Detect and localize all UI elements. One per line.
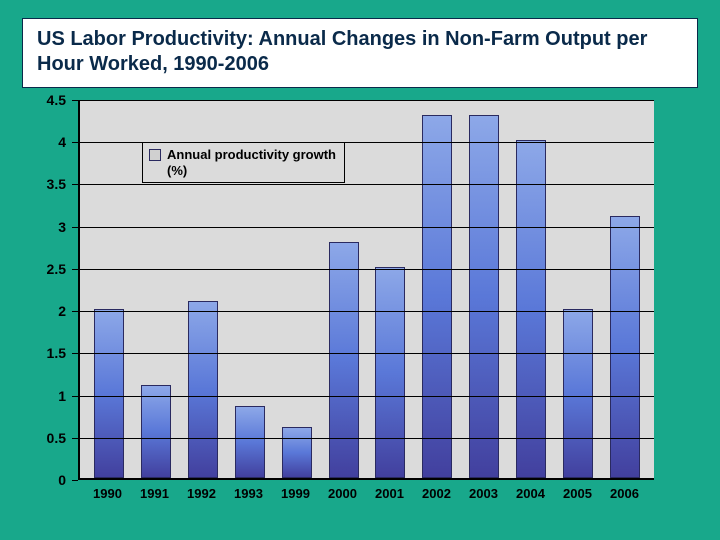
bar xyxy=(235,406,265,478)
x-tick-label: 2005 xyxy=(563,486,593,501)
y-tick-label: 2.5 xyxy=(47,261,66,277)
y-tick-label: 1 xyxy=(58,388,66,404)
bar-chart: 00.511.522.533.544.5 Annual productivity… xyxy=(32,100,672,520)
gridline xyxy=(80,142,654,143)
y-tick-label: 3.5 xyxy=(47,176,66,192)
x-tick-label: 2004 xyxy=(516,486,546,501)
bar xyxy=(94,309,124,478)
y-tick-label: 2 xyxy=(58,303,66,319)
gridline xyxy=(80,438,654,439)
gridline xyxy=(80,100,654,101)
bar xyxy=(282,427,312,478)
title-box: US Labor Productivity: Annual Changes in… xyxy=(22,18,698,88)
bar xyxy=(375,267,405,478)
y-tick-label: 1.5 xyxy=(47,345,66,361)
x-tick-label: 1993 xyxy=(234,486,264,501)
y-axis: 00.511.522.533.544.5 xyxy=(32,100,72,480)
slide: US Labor Productivity: Annual Changes in… xyxy=(0,0,720,540)
bar xyxy=(563,309,593,478)
y-tick-label: 0 xyxy=(58,472,66,488)
y-tick-label: 4 xyxy=(58,134,66,150)
x-tick-label: 1992 xyxy=(187,486,217,501)
x-tick-label: 2003 xyxy=(469,486,499,501)
bar xyxy=(188,301,218,478)
gridline xyxy=(80,227,654,228)
legend: Annual productivity growth(%) xyxy=(142,142,345,183)
gridline xyxy=(80,353,654,354)
bar xyxy=(329,242,359,478)
gridline xyxy=(80,396,654,397)
x-axis: 1990 1991 1992 1993 1999 2000 2001 2002 2003 2004… xyxy=(78,482,654,501)
y-tick-label: 3 xyxy=(58,219,66,235)
x-tick-label: 1990 xyxy=(93,486,123,501)
bar xyxy=(422,115,452,478)
y-tick-label: 0.5 xyxy=(47,430,66,446)
plot-area: Annual productivity growth(%) xyxy=(78,100,654,480)
x-tick-label: 1999 xyxy=(281,486,311,501)
gridline xyxy=(80,311,654,312)
legend-swatch-icon xyxy=(149,149,161,161)
x-tick-label: 2002 xyxy=(422,486,452,501)
gridline xyxy=(80,269,654,270)
x-tick-label: 2006 xyxy=(610,486,640,501)
legend-label: Annual productivity growth(%) xyxy=(167,147,336,178)
y-tick xyxy=(72,480,78,481)
y-tick-label: 4.5 xyxy=(47,92,66,108)
x-tick-label: 1991 xyxy=(140,486,170,501)
x-tick-label: 2000 xyxy=(328,486,358,501)
bar xyxy=(469,115,499,478)
bar xyxy=(516,140,546,478)
bar xyxy=(141,385,171,478)
x-tick-label: 2001 xyxy=(375,486,405,501)
page-title: US Labor Productivity: Annual Changes in… xyxy=(37,27,683,77)
gridline xyxy=(80,184,654,185)
